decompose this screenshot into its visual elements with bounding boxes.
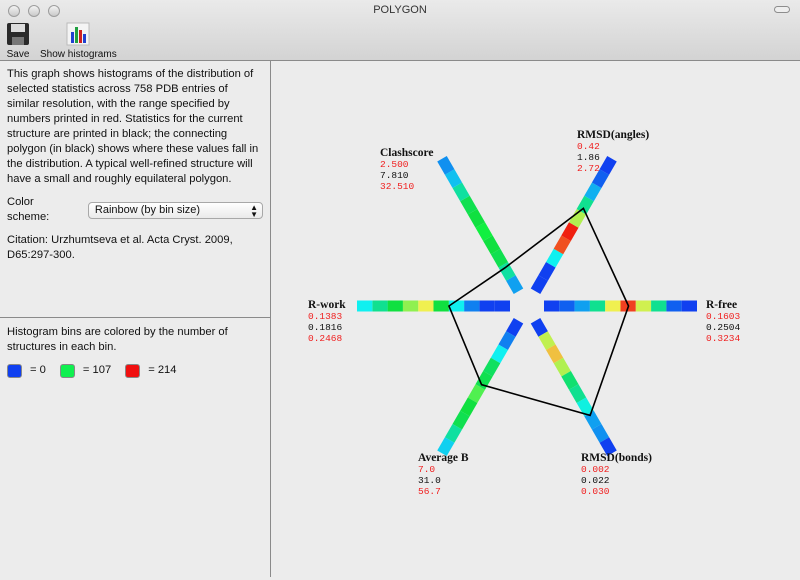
histogram-bin	[483, 235, 501, 255]
save-button[interactable]: Save	[6, 22, 30, 60]
color-scheme-value: Rainbow (by bin size)	[94, 203, 201, 216]
zoom-button[interactable]	[48, 5, 60, 17]
sidebar: This graph shows histograms of the distr…	[0, 61, 271, 577]
histogram-bin	[530, 317, 548, 337]
histogram-bin	[506, 275, 524, 295]
legend-label: = 214	[148, 364, 177, 376]
window-title: POLYGON	[373, 4, 427, 16]
axis-current-value: 0.2504	[706, 322, 741, 333]
color-scheme-select[interactable]: Rainbow (by bin size) ▲ ▼	[87, 201, 263, 219]
histogram-bin	[561, 370, 579, 390]
histogram-bin	[452, 410, 470, 430]
histogram-bin	[568, 384, 587, 403]
minimize-button[interactable]	[28, 5, 40, 17]
histogram-bin	[506, 317, 524, 337]
histogram-bin	[452, 182, 470, 202]
statistics-polygon	[447, 207, 630, 417]
histogram-bin	[576, 397, 594, 417]
info-panel: This graph shows histograms of the distr…	[0, 61, 270, 318]
axis-label: R-work	[308, 299, 346, 311]
title-toolbar: POLYGON Save Show histograms	[0, 0, 800, 61]
axis-max-value: 56.7	[418, 486, 441, 497]
toolbar-toggle-button[interactable]	[774, 6, 790, 13]
axis-min-value: 0.42	[577, 141, 600, 152]
axis-label: R-free	[706, 299, 737, 311]
axis-max-value: 0.030	[581, 486, 610, 497]
histogram-bin	[553, 357, 571, 377]
histogram-bin	[498, 262, 516, 281]
save-label: Save	[6, 49, 30, 60]
show-histograms-button[interactable]: Show histograms	[40, 22, 117, 60]
axis-label: Clashscore	[380, 147, 433, 159]
axis-label: RMSD(angles)	[577, 129, 649, 141]
updown-chevron-icon: ▲ ▼	[250, 202, 258, 219]
close-button[interactable]	[8, 5, 20, 17]
axis-max-value: 0.2468	[308, 333, 343, 344]
histogram-bin	[530, 275, 548, 295]
axis-current-value: 1.86	[577, 152, 600, 163]
axis-label: RMSD(bonds)	[581, 452, 652, 464]
bar-chart-icon	[66, 22, 90, 46]
axis-max-value: 32.510	[380, 181, 415, 192]
histogram-bin	[599, 156, 617, 175]
histogram-bin	[498, 331, 516, 350]
histogram-bin	[467, 209, 486, 228]
axis-current-value: 31.0	[418, 475, 441, 486]
axis-min-value: 7.0	[418, 464, 435, 475]
histogram-bin	[584, 182, 602, 202]
axis-current-value: 7.810	[380, 170, 409, 181]
legend-swatch[interactable]	[125, 363, 141, 378]
histogram-bin	[437, 437, 455, 456]
histogram-bin	[460, 195, 478, 215]
legend-label: = 107	[82, 364, 112, 376]
axis-min-value: 0.1383	[308, 311, 343, 322]
histogram-bin	[490, 248, 508, 268]
description-text: This graph shows histograms of the distr…	[7, 68, 259, 185]
histogram-bin	[475, 222, 493, 242]
legend-swatch[interactable]	[59, 363, 75, 378]
color-scheme-label: Color scheme:	[7, 196, 50, 223]
histogram-bin	[444, 169, 463, 189]
histogram-bin	[490, 344, 508, 364]
histogram-bin	[591, 169, 610, 189]
histogram-bin	[599, 437, 617, 456]
histogram-bin	[546, 248, 564, 268]
histogram-bin	[538, 262, 556, 281]
legend-panel: Histogram bins are colored by the number…	[0, 319, 270, 384]
show-histograms-label: Show histograms	[40, 49, 117, 60]
axis-min-value: 2.500	[380, 159, 409, 170]
axis-min-value: 0.1603	[706, 311, 741, 322]
legend-text: Histogram bins are colored by the number…	[7, 326, 228, 353]
histogram-bin	[444, 423, 463, 443]
polygon-chart: R-free 0.1603 0.2504 0.3234 RMSD(angles) 0.42…	[272, 61, 800, 577]
legend-label: = 0	[30, 364, 46, 376]
floppy-disk-icon	[7, 23, 29, 45]
axis-min-value: 0.002	[581, 464, 610, 475]
histogram-bin	[561, 222, 579, 242]
histogram-bin	[546, 344, 564, 364]
axis-max-value: 0.3234	[706, 333, 741, 344]
axis-label: Average B	[418, 452, 469, 464]
histogram-bin	[591, 423, 610, 443]
citation-text: Citation: Urzhumtseva et al. Acta Cryst.…	[7, 234, 233, 261]
histogram-bin	[538, 331, 556, 350]
axis-current-value: 0.022	[581, 475, 610, 486]
legend-swatch[interactable]	[7, 363, 22, 378]
histogram-bin	[437, 156, 455, 175]
histogram-bin	[568, 209, 587, 228]
axis-max-value: 2.72	[577, 163, 600, 174]
histogram-bin	[460, 397, 478, 417]
histogram-bin	[467, 384, 486, 403]
axis-current-value: 0.1816	[308, 322, 343, 333]
histogram-bin	[553, 235, 571, 255]
histogram-bin	[483, 357, 501, 377]
